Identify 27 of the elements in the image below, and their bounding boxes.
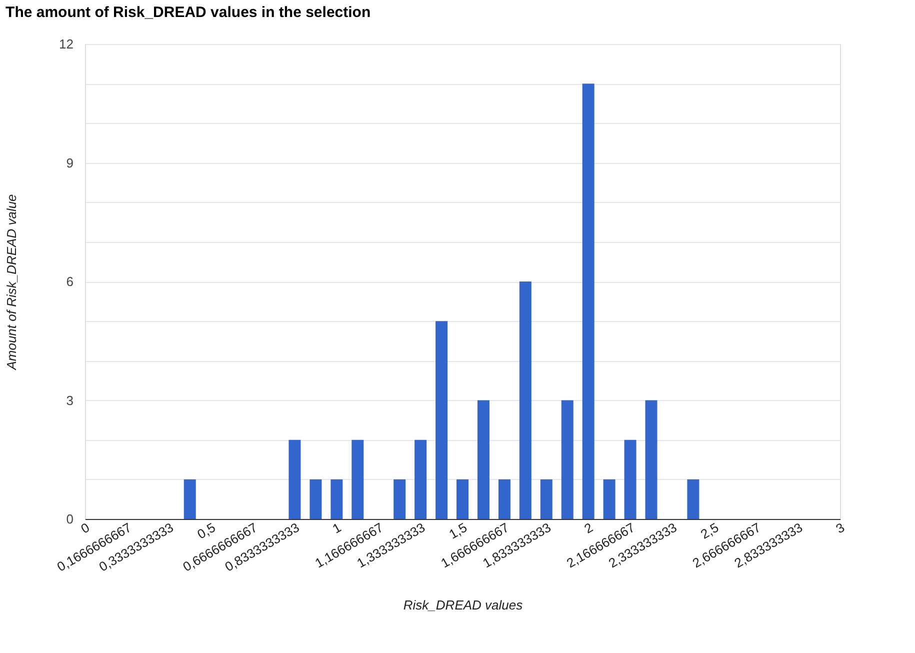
bar	[477, 400, 490, 519]
bar	[310, 479, 322, 519]
bar	[394, 479, 406, 519]
bar	[582, 84, 594, 519]
bar	[498, 479, 510, 519]
y-axis-title: Amount of Risk_DREAD value	[4, 194, 20, 371]
x-tick-label: 3	[833, 520, 847, 536]
y-tick-label: 6	[66, 274, 74, 289]
bar	[624, 440, 636, 519]
x-axis-title: Risk_DREAD values	[403, 597, 524, 612]
y-tick-label: 9	[66, 155, 74, 170]
y-tick-label: 3	[66, 392, 74, 408]
bar	[519, 282, 532, 519]
y-tick-label: 12	[59, 36, 74, 52]
bar	[352, 440, 364, 519]
chart-title: The amount of Risk_DREAD values in the selection	[6, 4, 371, 21]
bar	[603, 479, 616, 519]
bar	[540, 479, 552, 519]
bar	[436, 321, 448, 519]
bar	[456, 479, 468, 519]
bar	[288, 440, 301, 519]
bar	[687, 479, 700, 519]
bar	[561, 400, 574, 519]
bar	[645, 400, 658, 519]
bar	[330, 479, 343, 519]
bar	[414, 440, 427, 519]
bar	[184, 479, 196, 519]
